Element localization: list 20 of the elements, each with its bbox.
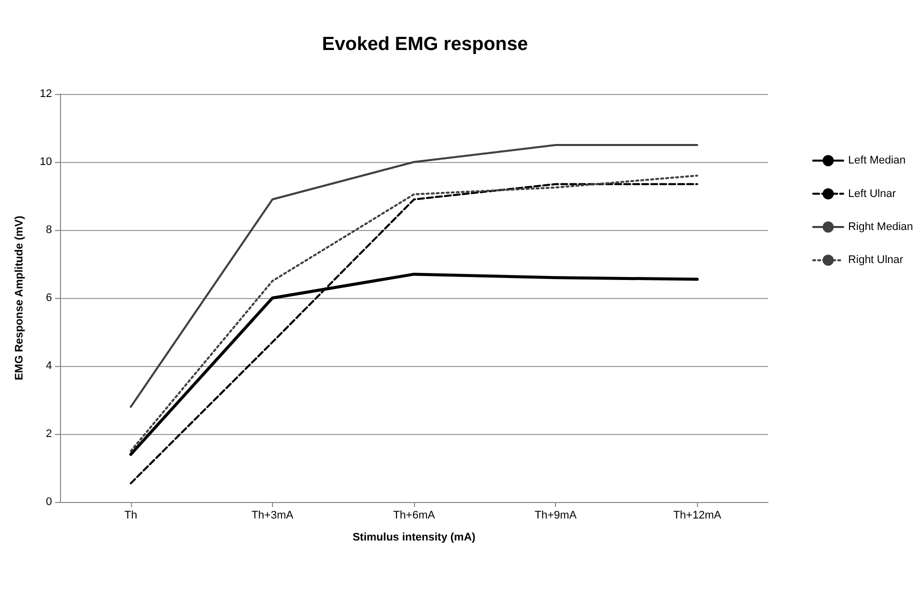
y-tick-label: 6 xyxy=(46,292,52,304)
x-tick-label: Th+12mA xyxy=(673,510,722,522)
y-tick-label: 2 xyxy=(46,428,52,440)
y-tick-label: 10 xyxy=(40,156,52,168)
line-series xyxy=(130,144,698,408)
chart-title: Evoked EMG response xyxy=(322,34,528,55)
y-tick-label: 8 xyxy=(46,224,52,236)
x-tick-label: Th+9mA xyxy=(534,510,578,522)
y-axis-title: EMG Response Amplitude (mV) xyxy=(14,215,26,380)
x-tick-label: Th xyxy=(124,510,138,522)
x-tick-label: Th+3mA xyxy=(251,510,294,522)
y-tick-label: 0 xyxy=(46,496,52,508)
legend-label: Left Ulnar xyxy=(848,188,896,200)
legend-label: Right Ulnar xyxy=(848,254,904,266)
x-axis-title: Stimulus intensity (mA) xyxy=(352,532,476,544)
x-tick-label: Th+6mA xyxy=(393,510,436,522)
legend-label: Right Median xyxy=(848,221,914,233)
y-tick-label: 12 xyxy=(40,88,52,100)
legend-label: Left Median xyxy=(848,154,906,167)
y-tick-label: 4 xyxy=(46,360,52,372)
